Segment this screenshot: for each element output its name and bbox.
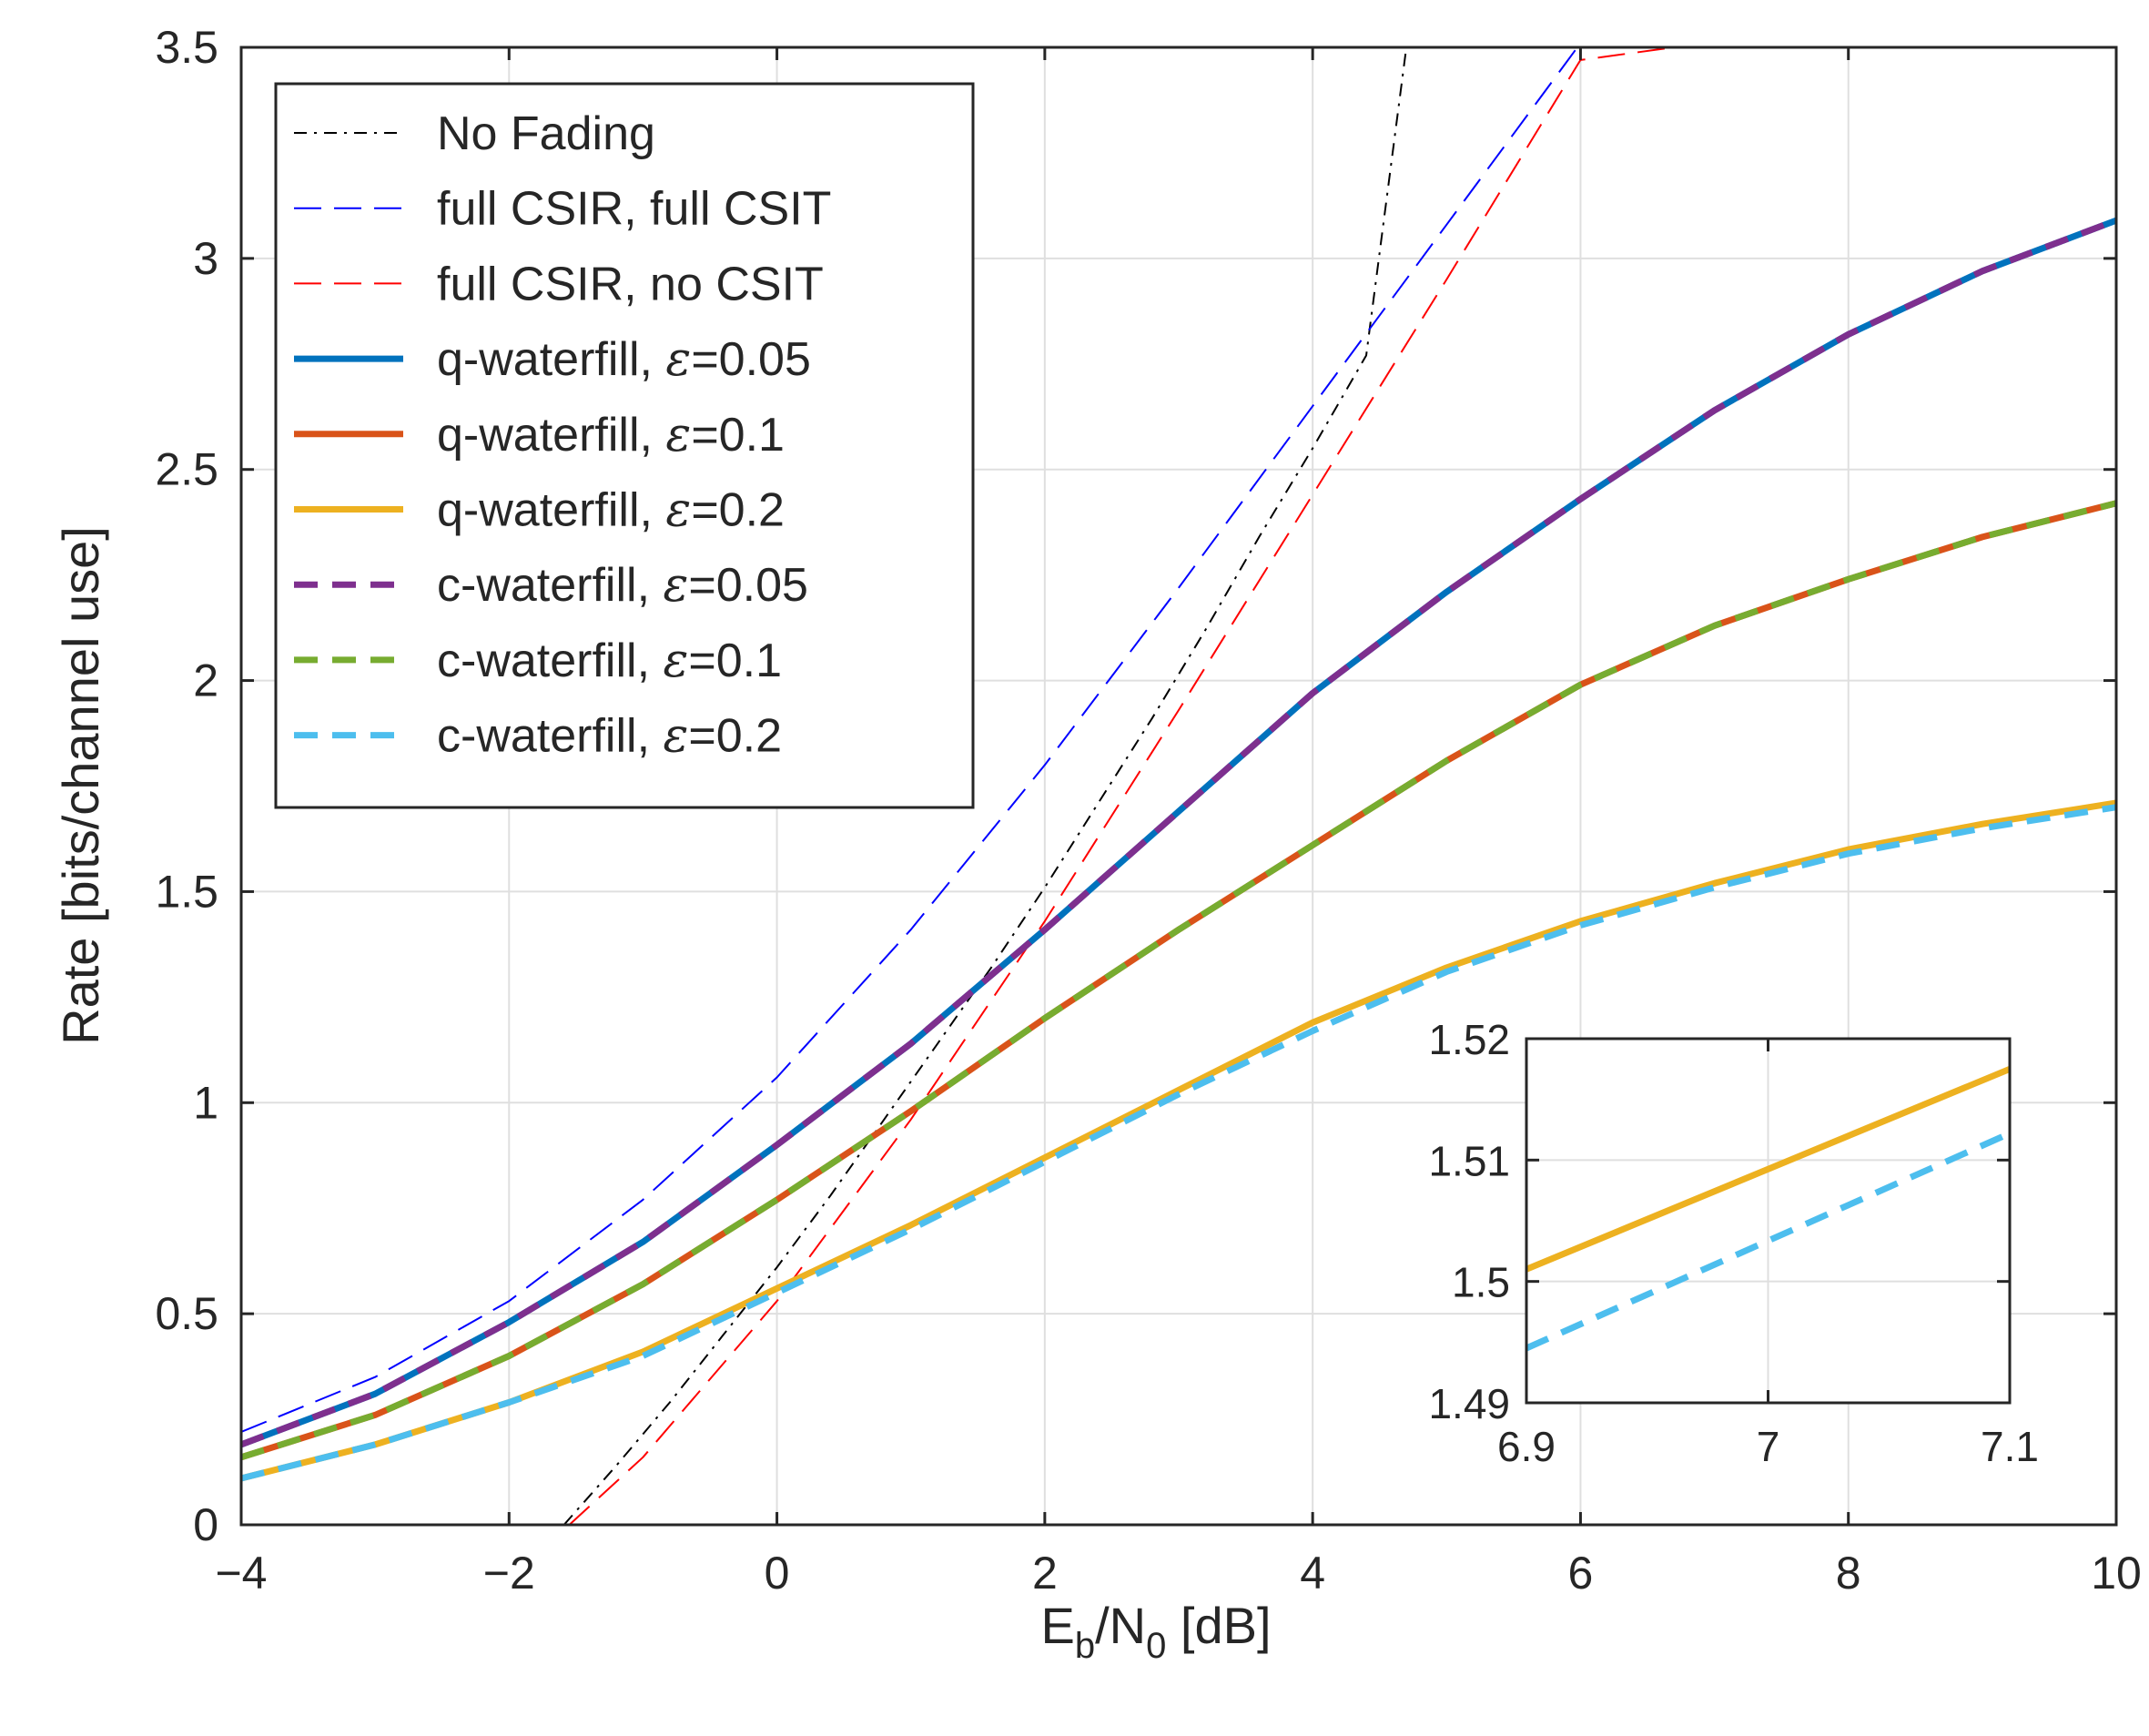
inset-series-line-1 xyxy=(1526,1130,2010,1352)
legend-box xyxy=(274,82,975,809)
inset-y-tick-label: 1.51 xyxy=(1428,1137,1510,1184)
main-series-line-0 xyxy=(563,47,1408,1525)
main-x-tick-label: 6 xyxy=(1568,1548,1594,1599)
main-series-line-2 xyxy=(568,47,1675,1525)
main-y-tick-label: 2.5 xyxy=(155,444,218,495)
main-plot-frame xyxy=(239,46,2118,1527)
main-x-tick-label: 4 xyxy=(1300,1548,1325,1599)
main-y-tick-label: 0 xyxy=(193,1499,218,1550)
inset-x-tick-label: 7.1 xyxy=(1981,1423,2039,1470)
inset-zoom: 6.9 7 7.1 1.49 1.5 1.51 1.52 xyxy=(1428,1016,2039,1470)
x-axis-label: Eb/N0 [dB] xyxy=(1040,1597,1271,1666)
main-x-tick-label: 2 xyxy=(1032,1548,1058,1599)
y-axis-label: Rate [bits/channel use] xyxy=(52,526,109,1045)
legend-label-5: q-waterfill, ε=0.2 xyxy=(437,483,785,538)
main-x-tick-label: 10 xyxy=(2091,1548,2142,1599)
main-x-tick-label: 0 xyxy=(765,1548,790,1599)
main-series-line-6 xyxy=(241,217,2116,1448)
inset-series-line-0 xyxy=(1526,1066,2010,1273)
main-x-tick-label: −2 xyxy=(483,1548,535,1599)
legend-label-3: q-waterfill, ε=0.05 xyxy=(437,332,811,387)
main-series-line-8 xyxy=(241,804,2116,1482)
legend-label-1: full CSIR, full CSIT xyxy=(437,183,831,236)
legend-label-7: c-waterfill, ε=0.1 xyxy=(437,634,782,688)
main-y-tick-label: 3.5 xyxy=(155,22,218,73)
main-y-tick-label: 0.5 xyxy=(155,1288,218,1339)
main-y-tick-label: 1 xyxy=(193,1077,218,1128)
main-y-tick-label: 2 xyxy=(193,655,218,706)
main-series-line-7 xyxy=(241,500,2116,1461)
main-y-tick-label: 1.5 xyxy=(155,866,218,917)
inset-y-tick-label: 1.49 xyxy=(1428,1380,1510,1427)
inset-x-tick-label: 6.9 xyxy=(1497,1423,1556,1470)
legend-label-0: No Fading xyxy=(437,107,655,160)
legend: No Fading full CSIR, full CSIT full CSIR, … xyxy=(274,82,975,809)
legend-label-6: c-waterfill, ε=0.05 xyxy=(437,558,808,613)
inset-y-tick-label: 1.5 xyxy=(1452,1259,1510,1306)
inset-ticks: 6.9 7 7.1 1.49 1.5 1.51 1.52 xyxy=(1428,1016,2039,1470)
inset-x-tick-label: 7 xyxy=(1757,1423,1780,1470)
legend-label-2: full CSIR, no CSIT xyxy=(437,258,824,310)
inset-series xyxy=(1526,1066,2010,1352)
main-x-tick-label: −4 xyxy=(215,1548,267,1599)
legend-label-4: q-waterfill, ε=0.1 xyxy=(437,408,785,462)
main-series-line-1 xyxy=(241,47,1647,1433)
inset-y-tick-label: 1.52 xyxy=(1428,1016,1510,1063)
main-series xyxy=(241,47,2116,1525)
legend-label-8: c-waterfill, ε=0.2 xyxy=(437,709,782,764)
main-x-tick-label: 8 xyxy=(1836,1548,1861,1599)
main-y-tick-label: 3 xyxy=(193,233,218,284)
